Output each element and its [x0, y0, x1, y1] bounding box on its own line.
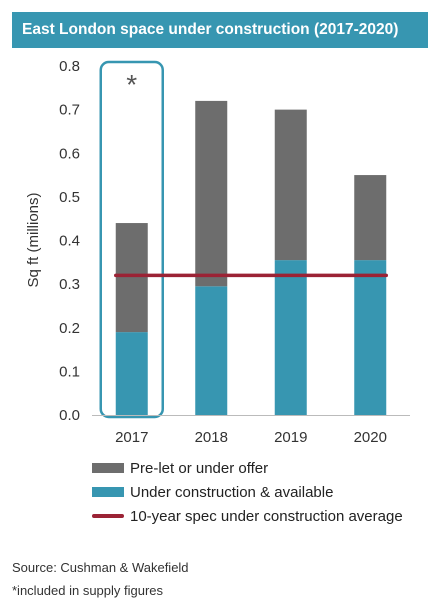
legend-label-prelet: Pre-let or under offer [130, 459, 269, 477]
legend-label-available: Under construction & available [130, 483, 334, 501]
bar-chart: 0.00.10.20.30.40.50.60.70.8 * 2017 2018 20… [25, 58, 410, 446]
bar-prelet-2019 [274, 109, 307, 261]
x-tick-label: 2018 [195, 429, 228, 446]
bar-available-2020 [354, 260, 387, 415]
legend-swatch-average [92, 514, 124, 518]
bar-available-2019 [274, 260, 307, 415]
y-axis: 0.0 0.1 0.2 0.3 0.4 0.5 0.6 0.7 0.8 [59, 58, 80, 424]
bar-prelet-2020 [354, 175, 387, 261]
legend-label-average: 10-year spec under construction average [130, 507, 403, 525]
y-tick-label: 0.4 [59, 233, 80, 250]
y-tick-label: 0.0 [59, 407, 80, 424]
legend-item-average: 10-year spec under construction average [92, 504, 403, 528]
x-tick-label: 2017 [115, 429, 148, 446]
legend-swatch-available [92, 487, 124, 497]
legend-item-prelet: Pre-let or under offer [92, 456, 403, 480]
x-axis: 2017 2018 2019 2020 [92, 415, 410, 446]
chart-title: East London space under construction (20… [12, 12, 428, 48]
x-tick-label: 2019 [274, 429, 307, 446]
y-tick-label: 0.3 [59, 276, 80, 293]
footnote: *included in supply figures [12, 583, 164, 598]
legend: Pre-let or under offer Under constructio… [92, 456, 403, 528]
y-tick-label: 0.1 [59, 363, 80, 380]
y-tick-label: 0.8 [59, 58, 80, 75]
y-tick-label: 0.6 [59, 145, 80, 162]
source-note: Source: Cushman & Wakefield [12, 560, 189, 575]
y-axis-label: Sq ft (millions) [25, 192, 42, 287]
bar-available-2017 [115, 332, 148, 415]
legend-swatch-prelet [92, 463, 124, 473]
legend-item-available: Under construction & available [92, 480, 403, 504]
asterisk-marker: * [126, 69, 137, 100]
bar-prelet-2018 [195, 100, 228, 287]
x-tick-label: 2020 [354, 429, 387, 446]
highlight-box: * [99, 60, 164, 419]
y-tick-label: 0.2 [59, 320, 80, 337]
bars [115, 100, 387, 415]
bar-available-2018 [195, 286, 228, 415]
bar-prelet-2017 [115, 223, 148, 333]
highlight-box-2017 [99, 60, 164, 419]
y-tick-label: 0.5 [59, 189, 80, 206]
y-tick-label: 0.7 [59, 102, 80, 119]
